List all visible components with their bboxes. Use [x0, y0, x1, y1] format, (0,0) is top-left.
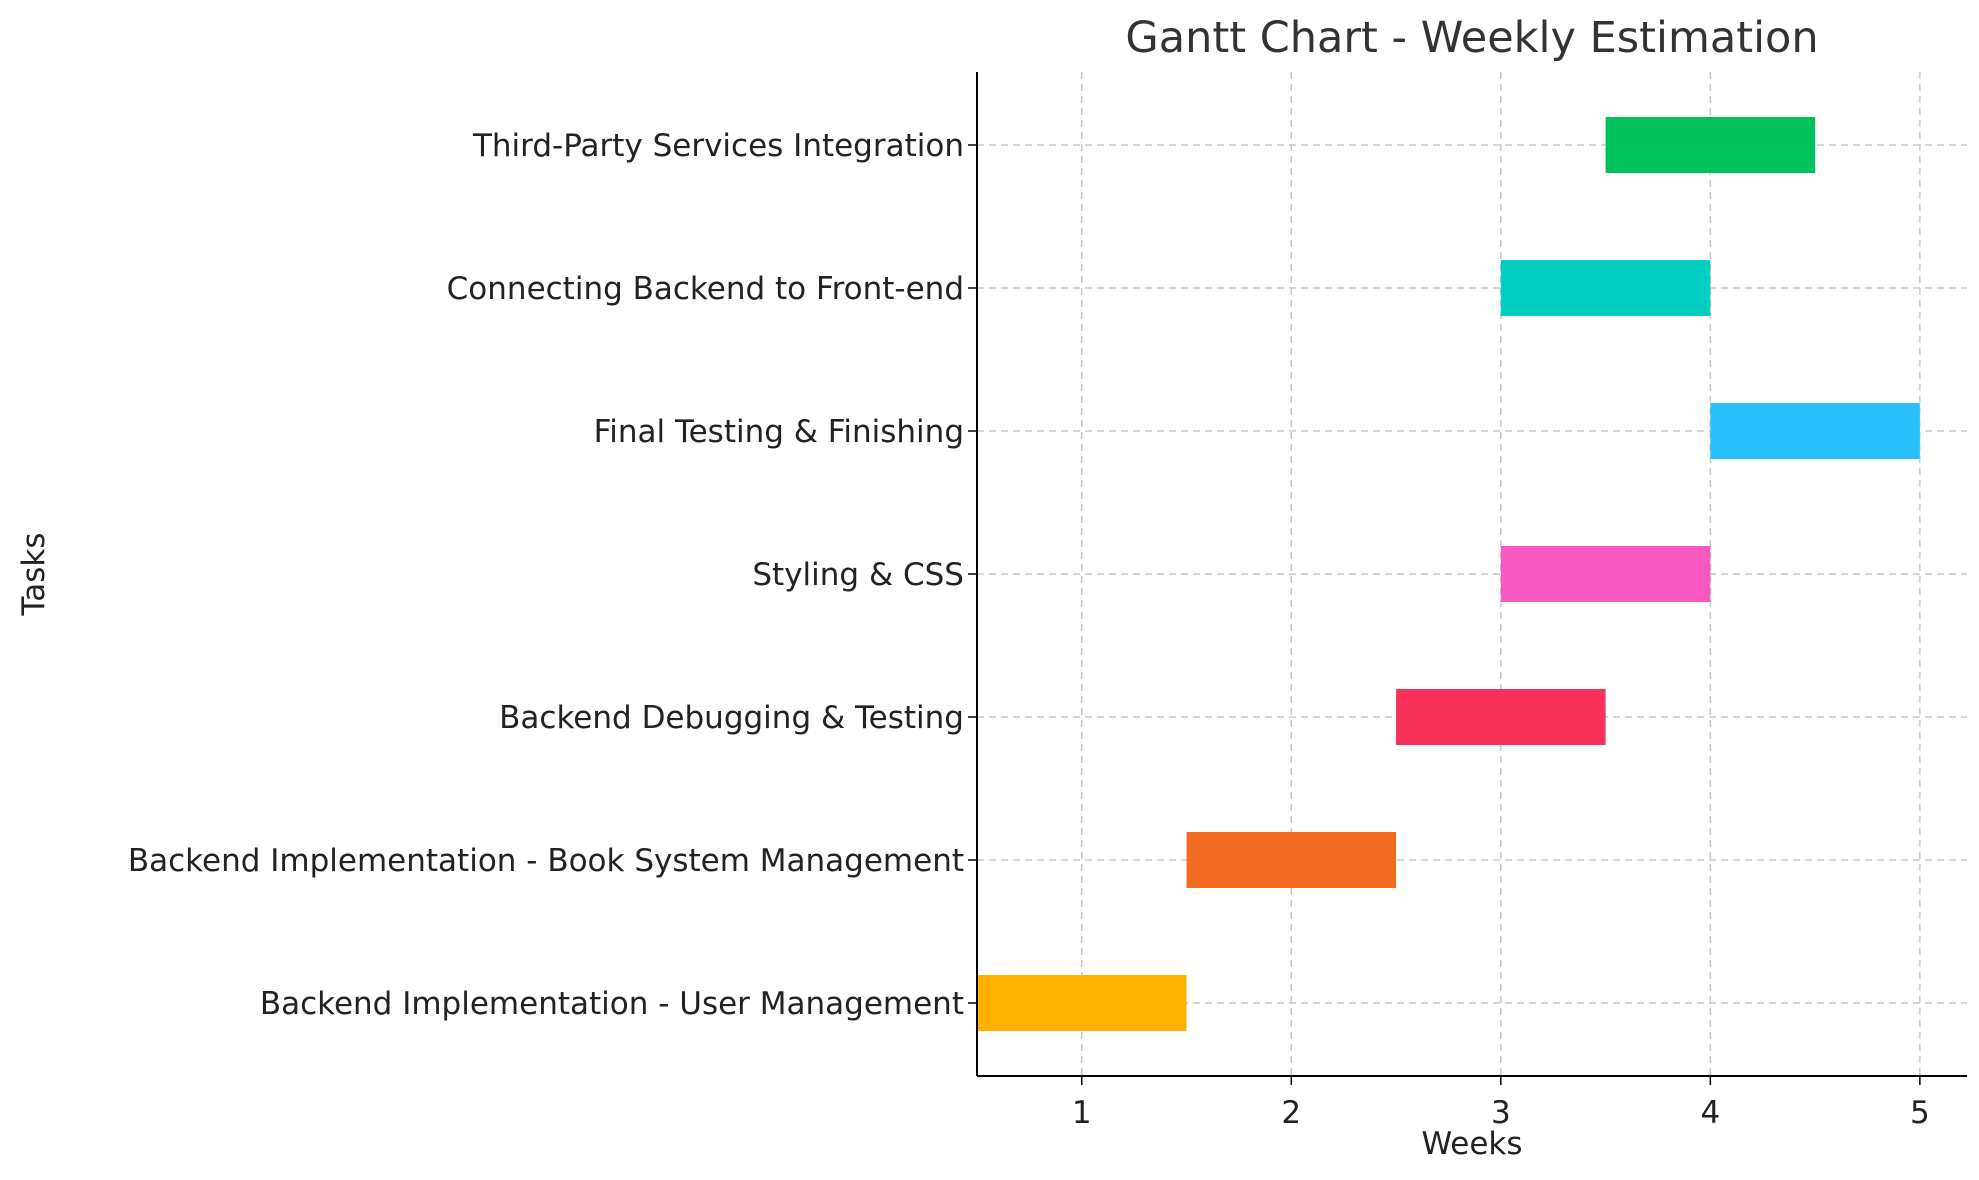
task-label: Styling & CSS	[752, 557, 964, 593]
tick-layer: 1 2 3 4 5	[968, 144, 1930, 1131]
x-tick-label: 2	[1281, 1095, 1301, 1131]
task-label: Backend Implementation - User Management	[260, 986, 964, 1022]
x-tick-label: 1	[1072, 1095, 1092, 1131]
task-bar	[1500, 546, 1711, 602]
task-bar	[1500, 260, 1711, 316]
x-tick-label: 3	[1491, 1095, 1511, 1131]
task-label: Backend Debugging & Testing	[499, 700, 964, 736]
category-label-layer: Backend Implementation - User Management…	[128, 128, 964, 1022]
x-axis-label: Weeks	[1421, 1126, 1522, 1162]
task-label: Connecting Backend to Front-end	[447, 271, 964, 307]
task-bar	[1605, 117, 1816, 173]
bar-layer	[977, 117, 1920, 1031]
task-bar	[1396, 689, 1606, 745]
x-tick-label: 5	[1910, 1095, 1930, 1131]
task-bar	[1710, 403, 1920, 459]
task-label: Third-Party Services Integration	[472, 128, 964, 164]
task-bar	[977, 975, 1187, 1031]
grid-layer	[977, 72, 1967, 1076]
task-label: Backend Implementation - Book System Man…	[128, 843, 964, 879]
task-bar	[1186, 832, 1397, 888]
chart-title: Gantt Chart - Weekly Estimation	[1125, 13, 1818, 63]
x-tick-label: 4	[1700, 1095, 1720, 1131]
y-axis-label: Tasks	[16, 532, 52, 616]
task-label: Final Testing & Finishing	[594, 414, 964, 450]
